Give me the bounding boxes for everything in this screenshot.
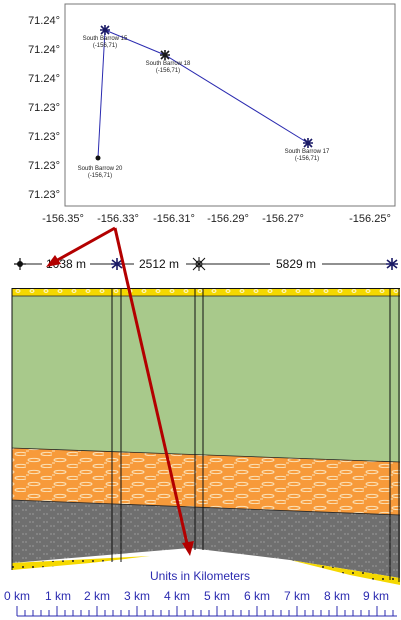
well-name-label: South Barrow 15 [83,36,128,42]
scale-label: 9 km [363,589,389,603]
map-x-axis: -156.35° -156.33° -156.31° -156.29° -156… [42,213,391,225]
y-tick-label: 71.24° [28,15,60,27]
well-dot-icon [95,155,101,161]
y-tick-label: 71.23° [28,160,60,172]
distance-bar: 1038 m 2512 m 5829 m [14,257,398,271]
well-coord-label: (-156,71) [295,156,319,162]
map-y-axis: 71.24° 71.24° 71.24° 71.23° 71.23° 71.23… [28,15,60,201]
scale-label: 3 km [124,589,150,603]
y-tick-label: 71.24° [28,73,60,85]
well-name-label: South Barrow 20 [78,166,123,172]
well-star-icon [303,138,313,148]
red-arrows [46,226,194,556]
y-tick-label: 71.23° [28,102,60,114]
y-tick-label: 71.23° [28,131,60,143]
y-tick-label: 71.24° [28,44,60,56]
well-coord-label: (-156,71) [156,68,180,74]
x-tick-label: -156.35° [42,213,84,225]
scale-label: 5 km [204,589,230,603]
gas-well-icon [386,258,398,270]
layer-top-band [12,288,400,296]
scale-label: 2 km [84,589,110,603]
distance-label: 2512 m [139,257,179,271]
y-tick-label: 71.23° [28,189,60,201]
x-tick-label: -156.25° [349,213,391,225]
scale-label: 4 km [164,589,190,603]
well-star-icon [100,25,110,35]
scale-label: 7 km [284,589,310,603]
scale-title: Units in Kilometers [150,569,250,583]
well-marker-south-barrow-17[interactable]: South Barrow 17 (-156,71) [285,138,330,162]
scale-ticks [16,606,394,616]
abandoned-well-icon [192,257,206,271]
x-tick-label: -156.29° [207,213,249,225]
scale-label: 0 km [4,589,30,603]
layer-gray [12,500,400,578]
scale-labels: 0 km 1 km 2 km 3 km 4 km 5 km 6 km 7 km … [4,589,389,603]
well-columns [11,288,400,582]
dry-hole-icon [14,258,26,270]
well-marker-south-barrow-20[interactable]: South Barrow 20 (-156,71) [78,155,123,180]
km-scale: Units in Kilometers 0 km 1 km 2 km 3 km … [4,569,397,617]
map-frame [64,3,396,207]
x-tick-label: -156.31° [153,213,195,225]
well-name-label: South Barrow 18 [146,61,191,67]
arrowhead-icon [182,541,194,556]
well-name-label: South Barrow 17 [285,149,330,155]
cross-section [11,288,401,585]
well-marker-south-barrow-18[interactable]: South Barrow 18 (-156,71) [146,50,191,74]
well-marker-south-barrow-15[interactable]: South Barrow 15 (-156,71) [83,25,128,49]
distance-label: 5829 m [276,257,316,271]
map-panel: 71.24° 71.24° 71.24° 71.23° 71.23° 71.23… [28,3,396,225]
well-coord-label: (-156,71) [88,173,112,179]
x-tick-label: -156.33° [97,213,139,225]
layer-yellow-right [290,560,400,585]
layer-yellow-left [12,556,150,570]
arrowhead-icon [46,255,61,267]
layer-orange [12,448,400,515]
gas-well-icon [111,258,123,270]
well-coord-label: (-156,71) [93,43,117,49]
layer-green [12,296,400,462]
well-star-icon [160,50,170,60]
scale-label: 6 km [244,589,270,603]
scale-label: 8 km [324,589,350,603]
well-path-line [97,29,309,159]
x-tick-label: -156.27° [262,213,304,225]
scale-label: 1 km [45,589,71,603]
